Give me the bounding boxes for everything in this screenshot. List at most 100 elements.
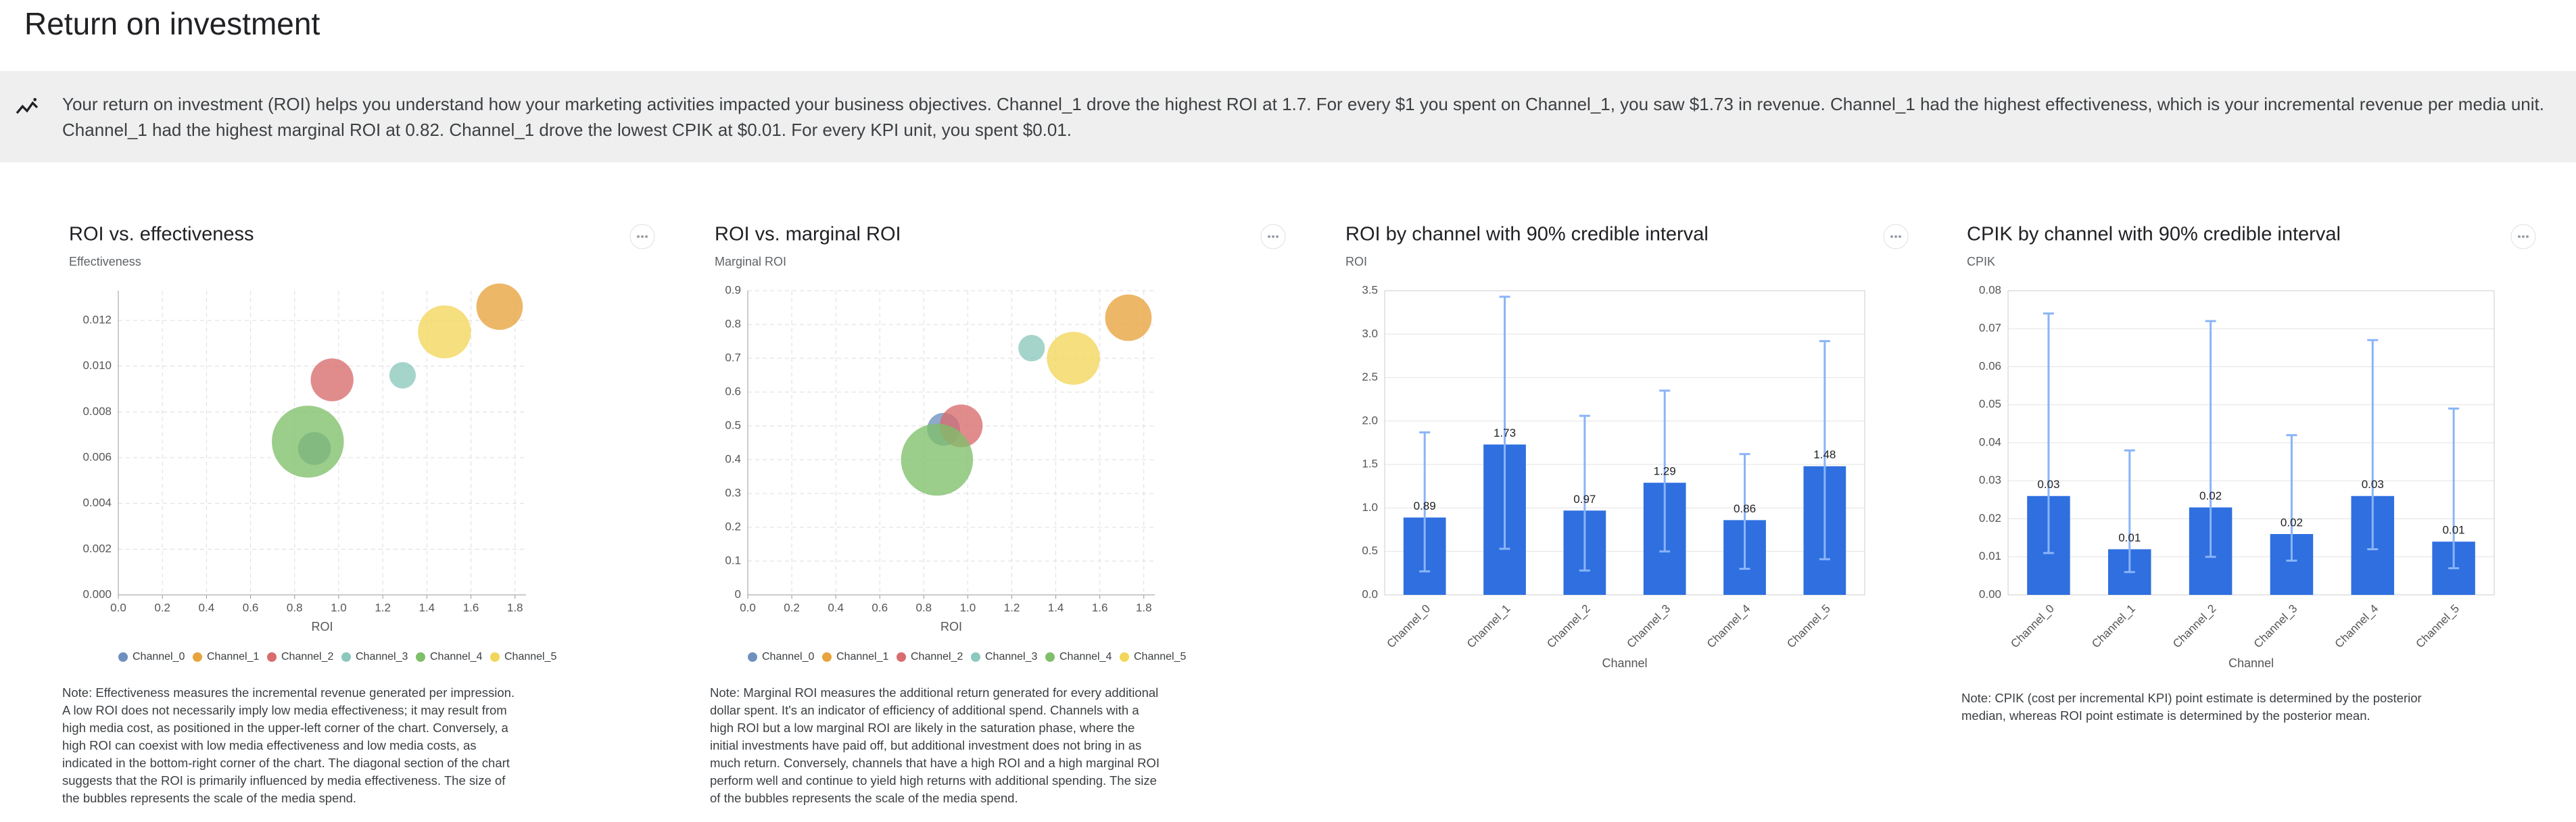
x-tick-label: 0.0 — [110, 601, 126, 614]
x-axis-label: Channel — [2228, 656, 2274, 670]
y-tick-label: 0.02 — [1979, 512, 2001, 525]
x-tick-label: 0.8 — [287, 601, 303, 614]
plot-border — [1384, 290, 1865, 596]
y-tick-label: 0.05 — [1979, 397, 2001, 410]
button-dot — [1890, 235, 1893, 238]
more-options-button[interactable] — [2510, 224, 2536, 249]
legend-label: Channel_0 — [762, 651, 815, 662]
x-tick-label: 1.6 — [1092, 601, 1108, 614]
x-tick-label: 0.2 — [154, 601, 170, 614]
value-label: 0.86 — [1734, 502, 1756, 515]
y-tick-label: 0.4 — [725, 452, 741, 465]
y-tick-label: 0.002 — [82, 542, 112, 555]
x-tick-label: 1.4 — [419, 601, 435, 614]
more-options-button[interactable] — [1260, 224, 1286, 249]
button-dot — [1272, 235, 1274, 238]
y-tick-label: 0.5 — [725, 418, 741, 431]
x-tick-label: 1.8 — [507, 601, 523, 614]
y-tick-label: 0.7 — [725, 351, 741, 364]
y-tick-label: 0.8 — [725, 317, 741, 330]
y-tick-label: 0.01 — [1979, 550, 2001, 562]
x-tick-label: 0.6 — [243, 601, 259, 614]
y-tick-label: 0.0 — [1362, 587, 1378, 600]
x-tick-label: 1.2 — [375, 601, 391, 614]
y-tick-label: 0.012 — [82, 313, 112, 326]
legend-marker — [1045, 652, 1055, 662]
y-tick-label: 0.08 — [1979, 283, 2001, 296]
legend-label: Channel_1 — [207, 651, 260, 662]
legend-label: Channel_5 — [504, 651, 557, 662]
button-dot — [1276, 235, 1279, 238]
y-tick-label: 1.5 — [1362, 458, 1378, 470]
y-tick-label: 0.004 — [82, 496, 112, 509]
x-tick-label: 0.8 — [916, 601, 932, 614]
x-tick-label: Channel_3 — [2251, 602, 2300, 651]
more-options-button[interactable] — [629, 224, 655, 249]
legend-label: Channel_4 — [430, 651, 483, 662]
insights-icon — [16, 98, 39, 114]
button-dot — [2526, 235, 2529, 238]
x-tick-label: Channel_1 — [1464, 602, 1513, 651]
x-tick-label: 1.8 — [1136, 601, 1152, 614]
y-tick-label: 2.0 — [1362, 414, 1378, 427]
x-tick-label: 0.2 — [784, 601, 800, 614]
legend-marker — [416, 652, 425, 662]
value-label: 1.73 — [1494, 427, 1516, 439]
y-tick-label: 2.5 — [1362, 370, 1378, 383]
x-tick-label: 1.6 — [463, 601, 479, 614]
value-label: 0.03 — [2037, 478, 2059, 491]
bubble — [272, 406, 344, 478]
bubble — [1018, 335, 1045, 362]
legend-label: Channel_4 — [1059, 651, 1112, 662]
value-label: 0.02 — [2199, 489, 2222, 502]
x-tick-label: Channel_3 — [1625, 602, 1673, 651]
chart-note: Note: Effectiveness measures the increme… — [62, 685, 515, 805]
x-tick-label: Channel_4 — [1704, 602, 1753, 651]
y-tick-label: 0.00 — [1979, 587, 2001, 600]
y-tick-label: 1.0 — [1362, 501, 1378, 514]
legend-label: Channel_2 — [911, 651, 963, 662]
legend-marker — [971, 652, 980, 662]
more-options-button[interactable] — [1883, 224, 1909, 249]
plot-border — [2007, 290, 2495, 596]
y-axis-label: CPIK — [1967, 255, 1995, 268]
x-tick-label: 0.0 — [740, 601, 756, 614]
x-tick-label: 1.2 — [1004, 601, 1020, 614]
y-tick-label: 0.010 — [82, 359, 112, 372]
bubble — [418, 305, 471, 359]
button-dot — [1899, 235, 1901, 238]
legend-marker — [748, 652, 757, 662]
value-label: 0.89 — [1414, 500, 1436, 512]
x-axis-label: ROI — [311, 620, 333, 633]
value-label: 0.01 — [2443, 524, 2465, 537]
button-dot — [637, 235, 640, 238]
x-tick-label: Channel_2 — [2170, 602, 2219, 651]
button-dot — [641, 235, 644, 238]
x-tick-label: Channel_5 — [2413, 602, 2462, 651]
y-tick-label: 0.008 — [82, 405, 112, 418]
legend-marker — [193, 652, 202, 662]
y-tick-label: 0.04 — [1979, 435, 2001, 448]
x-tick-label: Channel_0 — [2008, 602, 2057, 651]
y-tick-label: 0.6 — [725, 385, 741, 397]
value-label: 1.48 — [1813, 448, 1836, 461]
legend-marker — [1120, 652, 1129, 662]
y-axis-label: Effectiveness — [69, 255, 141, 268]
legend-label: Channel_3 — [356, 651, 408, 662]
legend-marker — [490, 652, 500, 662]
value-label: 0.01 — [2118, 531, 2141, 544]
y-tick-label: 0.2 — [725, 520, 741, 533]
y-axis-label: Marginal ROI — [715, 255, 786, 268]
y-tick-label: 0.000 — [82, 587, 112, 600]
legend-marker — [341, 652, 351, 662]
chart-title: ROI vs. effectiveness — [69, 224, 254, 245]
y-tick-label: 0 — [735, 587, 741, 600]
x-tick-label: 1.4 — [1048, 601, 1064, 614]
x-tick-label: Channel_1 — [2089, 602, 2138, 651]
x-tick-label: 0.4 — [199, 601, 215, 614]
button-dot — [2522, 235, 2525, 238]
x-tick-label: 0.4 — [828, 601, 844, 614]
legend-marker — [118, 652, 128, 662]
